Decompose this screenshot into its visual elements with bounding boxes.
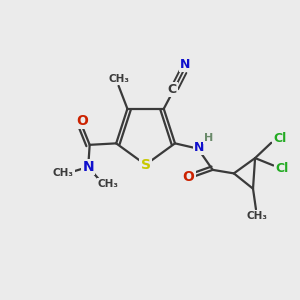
Text: C: C — [167, 82, 177, 96]
Text: H: H — [204, 134, 213, 143]
Text: Cl: Cl — [273, 132, 286, 145]
Text: O: O — [183, 170, 194, 184]
Text: CH₃: CH₃ — [247, 211, 268, 221]
Text: CH₃: CH₃ — [98, 179, 119, 189]
Text: CH₃: CH₃ — [53, 168, 74, 178]
Text: Cl: Cl — [275, 162, 288, 175]
Text: N: N — [82, 160, 94, 174]
Text: N: N — [180, 58, 191, 71]
Text: S: S — [141, 158, 151, 172]
Text: N: N — [194, 141, 204, 154]
Text: CH₃: CH₃ — [108, 74, 129, 84]
Text: O: O — [76, 114, 88, 128]
